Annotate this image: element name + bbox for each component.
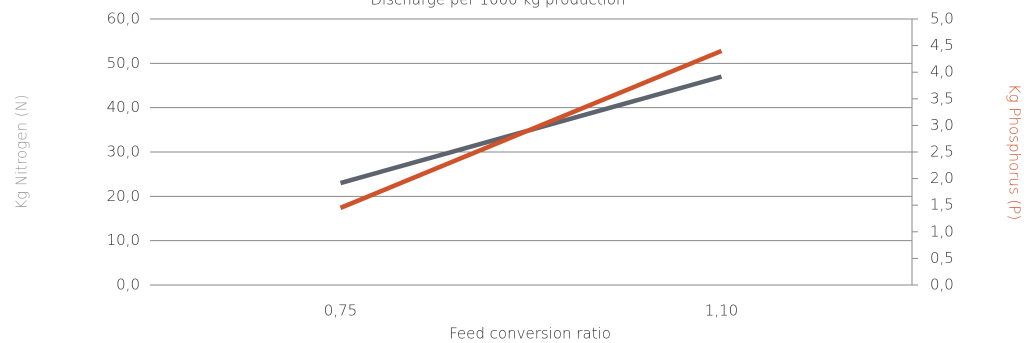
- x-tick-label: 0,75: [324, 302, 357, 320]
- y2-tick-label: 0,0: [930, 276, 954, 294]
- y-tick-label: 50,0: [107, 54, 140, 72]
- y2-tick-label: 0,5: [930, 249, 954, 267]
- y2-tick-label: 1,5: [930, 196, 954, 214]
- y2-tick-label: 2,0: [930, 169, 954, 187]
- y-axis-label: Kg Nitrogen (N): [13, 94, 31, 209]
- y2-tick-label: 5,0: [930, 10, 954, 28]
- y-tick-label: 10,0: [107, 231, 140, 249]
- x-axis-label: Feed conversion ratio: [449, 325, 611, 343]
- y-tick-label: 60,0: [107, 10, 140, 28]
- x-tick-label: 1,10: [705, 302, 738, 320]
- y-tick-label: 20,0: [107, 187, 140, 205]
- series-line: [339, 48, 723, 210]
- y2-tick-label: 2,5: [930, 143, 954, 161]
- y2-tick-label: 4,0: [930, 63, 954, 81]
- y-tick-label: 0,0: [116, 276, 140, 294]
- y2-tick-label: 4,5: [930, 36, 954, 54]
- y2-tick-label: 3,0: [930, 116, 954, 134]
- y2-tick-label: 3,5: [930, 89, 954, 107]
- y-tick-label: 30,0: [107, 143, 140, 161]
- y-tick-label: 40,0: [107, 98, 140, 116]
- y2-tick-label: 1,0: [930, 222, 954, 240]
- y2-axis-label: Kg Phosphorus (P): [1006, 84, 1024, 220]
- chart-title: Discharge per 1000 kg production: [370, 0, 625, 9]
